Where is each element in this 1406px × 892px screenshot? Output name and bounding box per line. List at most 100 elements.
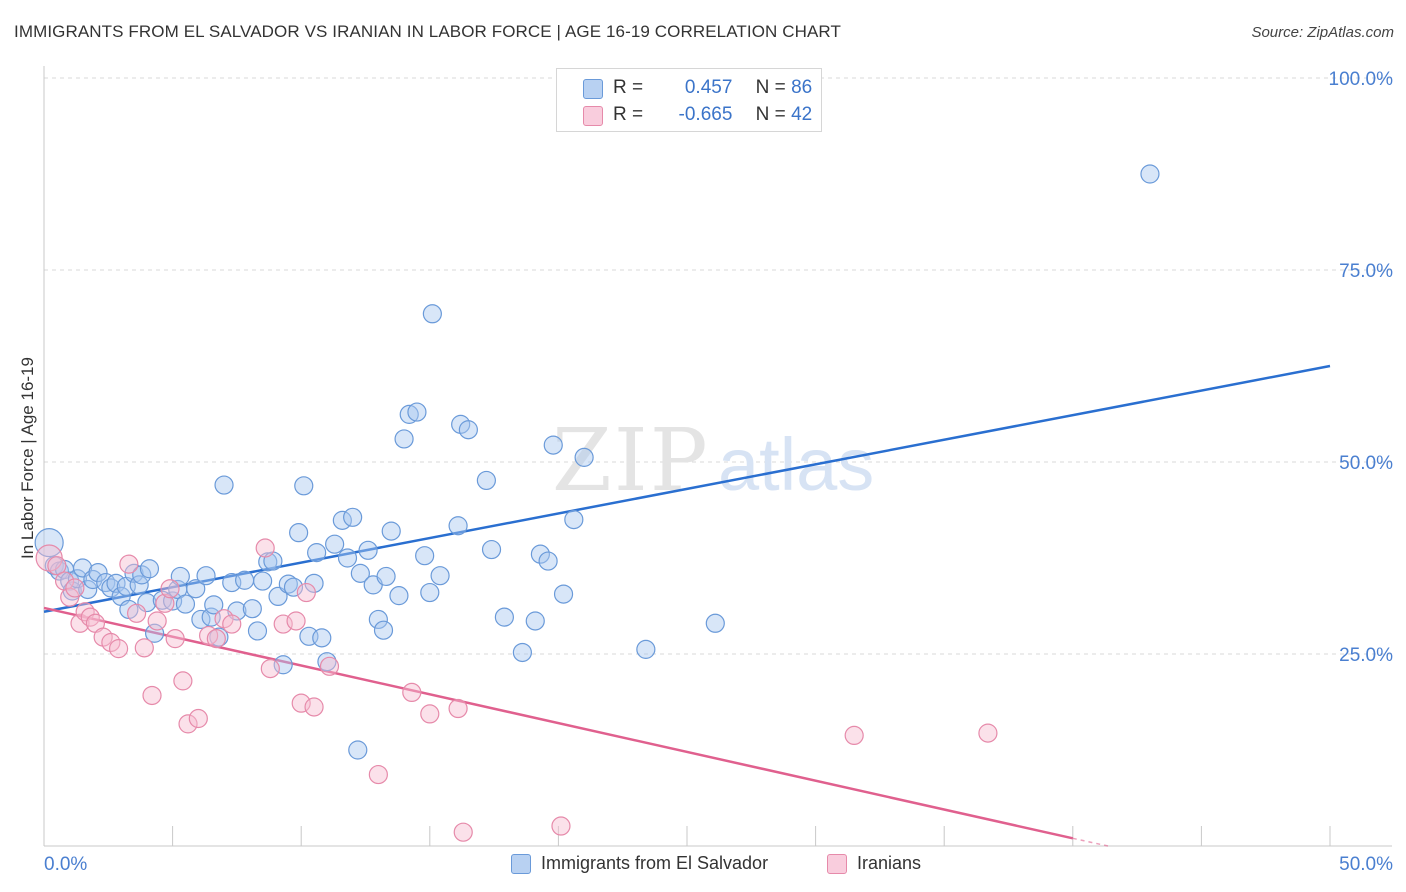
point-iranians	[551, 816, 571, 836]
source-credit: Source: ZipAtlas.com	[1251, 24, 1394, 41]
point-el-salvador	[247, 621, 268, 641]
point-iranians	[319, 656, 340, 676]
point-el-salvador	[144, 623, 165, 643]
point-iranians	[420, 704, 440, 724]
point-iranians	[448, 698, 468, 719]
point-iranians	[142, 685, 162, 706]
point-iranians	[255, 538, 275, 558]
trend-line-iranians	[43, 606, 1074, 840]
point-el-salvador	[124, 563, 144, 583]
point-el-salvador	[350, 563, 370, 583]
point-iranians	[978, 723, 998, 743]
legend-r-label: R =	[613, 104, 644, 125]
correlation-legend: R = 0.457 N = 86 R = -0.665 N = 42	[556, 68, 822, 132]
point-el-salvador	[389, 586, 409, 606]
legend-r-label: R =	[613, 77, 644, 98]
legend-swatch-blue	[583, 79, 603, 99]
point-el-salvador	[381, 521, 401, 541]
point-el-salvador	[525, 611, 545, 631]
point-el-salvador	[289, 523, 309, 543]
point-iranians	[165, 629, 185, 649]
legend-n-label: N =	[755, 77, 786, 98]
watermark: ZIP atlas	[552, 411, 874, 511]
point-iranians	[222, 614, 242, 634]
point-el-salvador	[636, 639, 656, 659]
series-legend: Immigrants from El Salvador Iranians	[0, 852, 1406, 878]
y-tick-label: 25.0%	[1339, 645, 1393, 666]
point-el-salvador	[538, 551, 558, 571]
point-iranians	[101, 632, 121, 653]
legend-swatch-pink	[583, 106, 603, 126]
series-swatch-blue	[511, 854, 531, 874]
point-el-salvador	[204, 595, 224, 615]
series-label: Immigrants from El Salvador	[541, 853, 769, 873]
point-iranians	[304, 697, 324, 717]
point-el-salvador	[214, 475, 234, 495]
grid-lines	[44, 77, 1392, 655]
point-iranians	[119, 554, 139, 574]
axes	[43, 66, 1392, 847]
point-iranians	[155, 593, 175, 613]
point-el-salvador	[494, 607, 514, 627]
point-iranians	[80, 607, 100, 627]
point-el-salvador	[564, 509, 584, 530]
chart-title: IMMIGRANTS FROM EL SALVADOR VS IRANIAN I…	[14, 22, 841, 41]
point-el-salvador	[253, 571, 273, 591]
point-el-salvador	[407, 402, 427, 422]
point-el-salvador	[278, 574, 298, 594]
point-el-salvador	[152, 590, 172, 610]
point-iranians	[160, 579, 180, 599]
point-el-salvador	[139, 559, 160, 579]
trend-line-el-salvador	[43, 364, 1331, 613]
point-el-salvador	[373, 620, 394, 640]
point-el-salvador	[175, 594, 196, 614]
point-el-salvador	[368, 609, 388, 630]
x-tick-label: 50.0%	[1339, 854, 1393, 875]
point-el-salvador	[312, 628, 332, 648]
point-el-salvador	[543, 435, 563, 455]
x-tick-label: 0.0%	[44, 854, 87, 875]
point-el-salvador	[448, 516, 468, 536]
legend-n-label: N =	[755, 104, 786, 125]
y-tick-label: 50.0%	[1339, 453, 1393, 474]
point-iranians	[147, 611, 167, 631]
legend-r-value: 0.457	[684, 77, 733, 98]
point-iranians	[188, 708, 208, 729]
y-axis-label: In Labor Force | Age 16-19	[18, 357, 37, 559]
point-iranians	[199, 625, 219, 646]
point-el-salvador	[574, 447, 594, 467]
point-el-salvador	[268, 586, 288, 607]
point-iranians	[844, 725, 864, 746]
point-el-salvador	[132, 565, 152, 585]
point-iranians	[206, 629, 226, 649]
point-iranians	[173, 671, 193, 691]
point-el-salvador	[476, 470, 496, 491]
tick-labels: 25.0% 50.0% 75.0% 100.0% 0.0% 50.0%	[44, 69, 1393, 875]
watermark-zip: ZIP	[552, 411, 710, 511]
point-el-salvador	[358, 540, 378, 560]
point-el-salvador	[196, 566, 216, 586]
point-el-salvador	[553, 584, 574, 604]
point-el-salvador	[512, 642, 532, 663]
point-iranians	[108, 639, 129, 659]
data-points	[34, 164, 1160, 842]
point-el-salvador	[307, 543, 327, 563]
point-el-salvador	[273, 655, 293, 675]
point-iranians	[286, 611, 306, 631]
series-label: Iranians	[857, 853, 922, 873]
point-el-salvador	[458, 420, 478, 440]
point-iranians	[453, 822, 473, 842]
point-el-salvador	[294, 476, 314, 496]
point-el-salvador	[348, 740, 368, 760]
series-swatch-pink	[827, 854, 847, 874]
point-el-salvador	[325, 534, 345, 554]
point-el-salvador	[481, 539, 502, 560]
point-iranians	[296, 582, 316, 603]
point-iranians	[178, 714, 198, 734]
trend-lines	[43, 364, 1331, 848]
point-el-salvador	[337, 548, 358, 568]
point-iranians	[402, 682, 422, 703]
point-el-salvador	[242, 599, 262, 619]
point-el-salvador	[343, 507, 363, 527]
